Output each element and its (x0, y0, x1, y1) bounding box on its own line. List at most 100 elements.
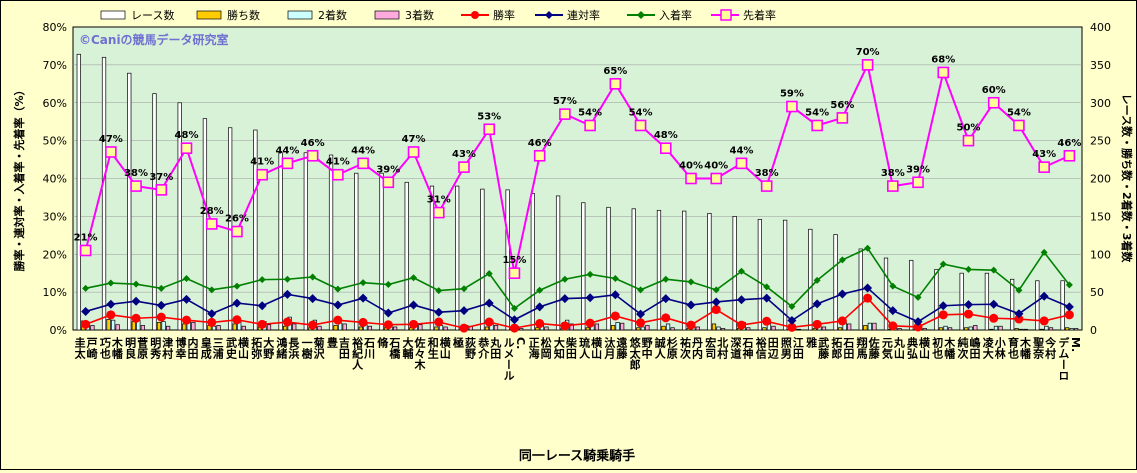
bar-勝ち数 (762, 327, 767, 331)
category-label: 木幡 (110, 336, 124, 360)
category-label: 遠藤 (615, 336, 628, 360)
point-連対率 (1014, 309, 1024, 319)
point-入着率 (536, 286, 544, 294)
bar-3着数 (998, 325, 1003, 331)
category-label: M. (1069, 337, 1082, 352)
bar-3着数 (695, 326, 700, 331)
bar-2着数 (867, 322, 872, 331)
bar-レース数 (984, 272, 990, 331)
category-label: 純次 (956, 336, 969, 360)
bar-レース数 (303, 152, 308, 331)
bar-勝ち数 (106, 319, 111, 331)
point-入着率 (889, 282, 897, 290)
data-label: 21% (74, 232, 98, 243)
data-label: 54% (578, 107, 602, 118)
point-勝率 (207, 317, 217, 327)
category-label: 圭太 (73, 336, 87, 360)
point-勝率 (585, 318, 595, 328)
bar-勝ち数 (1014, 328, 1019, 331)
x-axis-label: 同一レース騎乗騎手 (519, 448, 635, 464)
category-label: 丸山 (892, 336, 906, 360)
data-label: 31% (427, 195, 451, 206)
point-入着率 (737, 267, 745, 275)
point-先着率 (533, 149, 546, 162)
category-label: 江田 (791, 336, 804, 360)
data-label: 68% (931, 54, 955, 65)
bar-レース数 (455, 185, 460, 331)
data-label: 54% (1007, 107, 1031, 118)
legend-marker (545, 11, 553, 19)
point-入着率 (258, 276, 266, 284)
right-tick-label: 150 (1090, 210, 1111, 223)
category-label: 菊沢 (312, 336, 325, 360)
point-入着率 (132, 280, 140, 288)
point-勝率 (837, 316, 847, 326)
legend-label: 3着数 (405, 8, 434, 22)
category-label: 武史 (224, 336, 237, 360)
bar-3着数 (594, 323, 600, 331)
point-入着率 (1065, 281, 1073, 289)
point-入着率 (233, 282, 241, 290)
category-label: 鴻緒 (275, 336, 288, 360)
point-連対率 (812, 299, 822, 309)
bar-3着数 (947, 327, 953, 331)
category-label: 極 (451, 336, 465, 349)
point-入着率 (864, 244, 872, 252)
bar-3着数 (519, 328, 524, 331)
bar-3着数 (670, 327, 675, 331)
bar-勝ち数 (232, 323, 237, 331)
data-label: 38% (755, 168, 779, 179)
category-label: 明良 (124, 337, 137, 360)
legend-swatch (287, 10, 313, 20)
bar-レース数 (101, 56, 107, 331)
category-label: 横山 (918, 336, 931, 360)
point-勝率 (131, 313, 141, 323)
watermark: ©Caniの競馬データ研究室 (79, 32, 229, 47)
point-連対率 (358, 293, 368, 303)
point-連対率 (232, 298, 242, 308)
point-連対率 (837, 289, 847, 299)
bar-レース数 (732, 216, 737, 331)
point-入着率 (410, 274, 418, 282)
category-label: 博幸 (174, 336, 187, 360)
point-勝率 (232, 315, 242, 325)
data-label: 46% (1057, 138, 1081, 149)
point-勝率 (81, 319, 91, 329)
category-label: 吉田 (337, 336, 350, 360)
bar-レース数 (152, 93, 157, 331)
point-入着率 (1040, 248, 1048, 256)
category-label: 元気 (880, 337, 893, 360)
bar-勝ち数 (610, 325, 616, 331)
point-入着率 (1015, 286, 1023, 294)
bar-2着数 (1019, 328, 1024, 331)
left-tick-label: 60% (43, 97, 67, 110)
category-label: 嶋田 (968, 336, 981, 360)
bar-レース数 (505, 189, 510, 331)
category-label: 三浦 (211, 337, 224, 360)
legend-label: 勝率 (493, 8, 515, 22)
bar-勝ち数 (283, 325, 288, 331)
point-入着率 (183, 274, 191, 282)
bar-3着数 (1023, 328, 1028, 331)
bar-3着数 (493, 325, 499, 331)
bar-勝ち数 (837, 327, 843, 331)
point-連対率 (963, 300, 973, 310)
data-label: 40% (679, 161, 703, 172)
bar-勝ち数 (1039, 328, 1045, 331)
point-連対率 (1064, 302, 1074, 312)
bar-レース数 (782, 219, 788, 331)
point-連対率 (888, 306, 898, 316)
category-label: 野中 (640, 337, 653, 360)
point-先着率 (659, 142, 672, 154)
bar-2着数 (665, 323, 671, 331)
legend-marker (720, 9, 732, 21)
right-tick-label: 200 (1090, 173, 1111, 186)
data-label: 54% (629, 107, 653, 118)
point-勝率 (812, 319, 822, 329)
point-先着率 (357, 157, 369, 170)
left-tick-label: 80% (43, 21, 67, 34)
point-勝率 (711, 305, 721, 315)
category-label: 横山 (438, 336, 451, 360)
point-入着率 (662, 275, 670, 283)
point-先着率 (836, 112, 849, 124)
